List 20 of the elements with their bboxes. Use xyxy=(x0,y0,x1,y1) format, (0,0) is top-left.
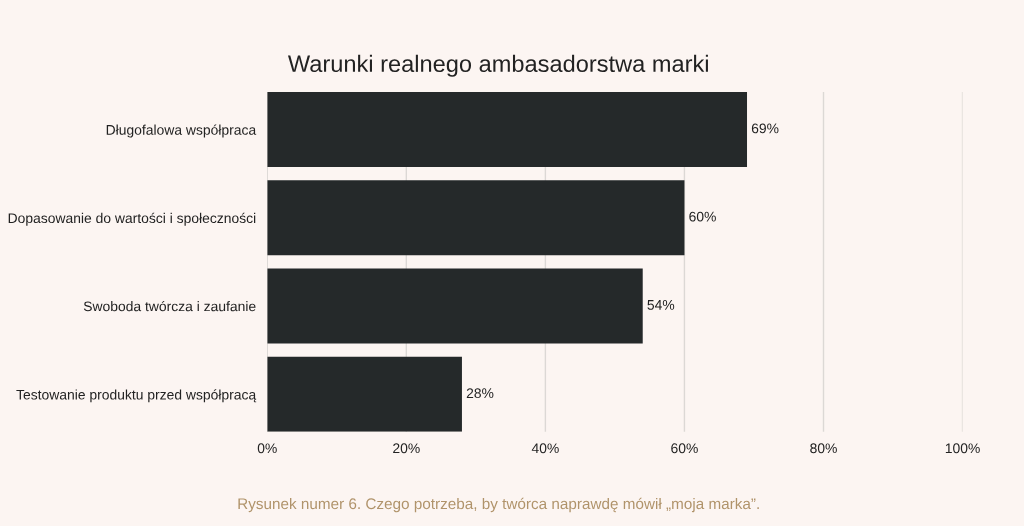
y-tick-label: Testowanie produktu przed współpracą xyxy=(16,389,257,403)
x-tick-label: 80% xyxy=(810,443,837,454)
x-tick-label: 60% xyxy=(671,443,698,454)
text: Rysunek numer 6. Czego potrzeba, by twórca naprawdę mówił „moja marka”. xyxy=(238,497,759,513)
data-label: 69% xyxy=(751,123,779,134)
data-label: 28% xyxy=(466,388,494,399)
x-tick-label: 0% xyxy=(257,443,277,454)
y-tick-label: Dopasowanie do wartości i społeczności xyxy=(8,212,256,226)
data-label: 54% xyxy=(647,300,675,310)
bar xyxy=(267,356,462,432)
data-label: 60% xyxy=(689,211,716,222)
bar xyxy=(267,180,685,256)
x-tick-label: 40% xyxy=(531,443,559,454)
chart-title: Warunki realnego ambasadorstwa marki xyxy=(287,54,708,77)
x-tick-label: 20% xyxy=(393,443,420,454)
bar xyxy=(267,268,643,344)
bar xyxy=(267,92,748,168)
y-tick-label: Długofalowa współpraca xyxy=(106,124,257,138)
x-tick-label: 100% xyxy=(945,443,980,454)
y-tick-label: Swoboda twórcza i zaufanie xyxy=(83,300,256,312)
